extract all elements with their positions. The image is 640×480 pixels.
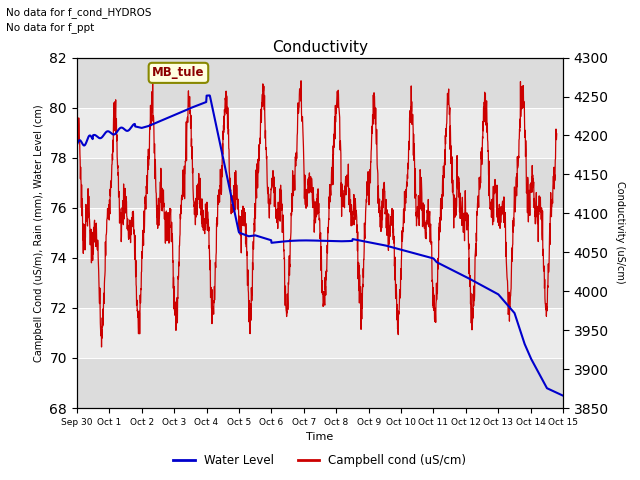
Bar xyxy=(77,58,563,108)
Text: MB_tule: MB_tule xyxy=(152,66,205,79)
Bar xyxy=(77,258,563,308)
Bar xyxy=(77,358,563,408)
Text: No data for f_ppt: No data for f_ppt xyxy=(6,22,95,33)
Y-axis label: Campbell Cond (uS/m), Rain (mm), Water Level (cm): Campbell Cond (uS/m), Rain (mm), Water L… xyxy=(34,104,44,361)
Legend: Water Level, Campbell cond (uS/cm): Water Level, Campbell cond (uS/cm) xyxy=(169,449,471,472)
Bar xyxy=(77,158,563,208)
Bar xyxy=(77,308,563,358)
Bar xyxy=(77,208,563,258)
Y-axis label: Conductivity (uS/cm): Conductivity (uS/cm) xyxy=(616,181,625,284)
Bar xyxy=(77,108,563,158)
Title: Conductivity: Conductivity xyxy=(272,40,368,55)
Text: No data for f_cond_HYDROS: No data for f_cond_HYDROS xyxy=(6,7,152,18)
X-axis label: Time: Time xyxy=(307,432,333,442)
